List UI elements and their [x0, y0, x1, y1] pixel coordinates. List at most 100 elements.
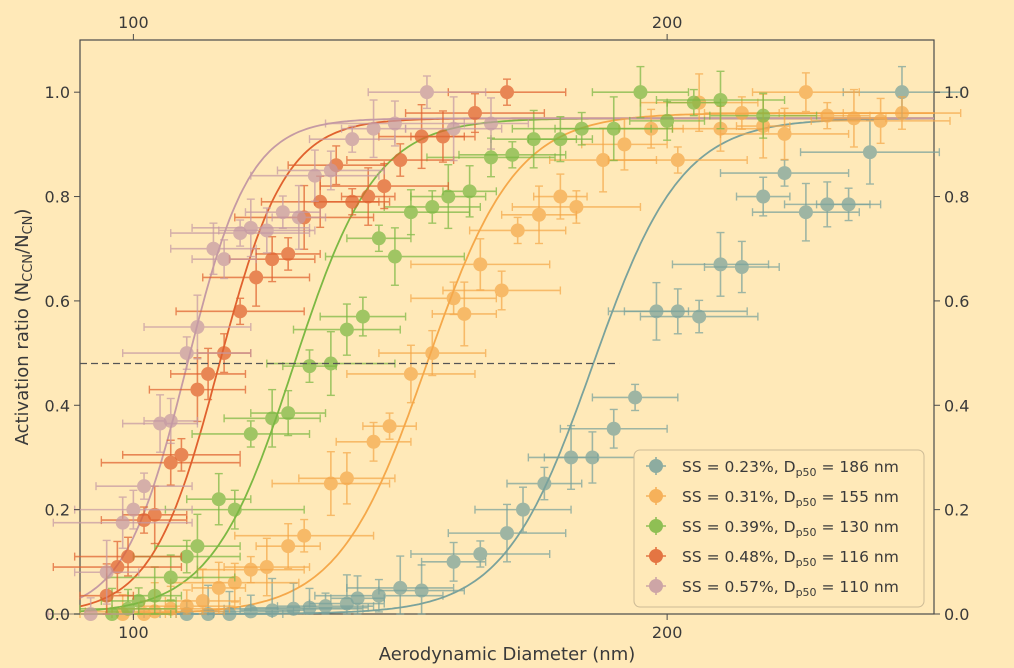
data-point [255, 237, 321, 271]
data-point [410, 238, 551, 291]
marker [201, 366, 216, 381]
marker [115, 515, 130, 530]
marker [355, 309, 370, 324]
data-point [410, 164, 487, 230]
data-point [362, 412, 417, 440]
data-point [404, 96, 503, 162]
marker [425, 346, 440, 361]
marker [147, 507, 162, 522]
data-point [223, 537, 311, 597]
marker [483, 116, 498, 131]
marker [249, 270, 264, 285]
data-point [191, 198, 311, 258]
y-tick-label-left: 0.6 [45, 292, 70, 311]
x-tick-label-bottom: 100 [118, 623, 149, 642]
y-axis-label: Activation ratio (NCCN/NCN) [12, 209, 36, 446]
data-point [148, 357, 247, 423]
marker [403, 205, 418, 220]
data-point [282, 349, 337, 384]
data-point [143, 397, 199, 445]
marker [297, 528, 312, 543]
marker [265, 411, 280, 426]
marker [366, 121, 381, 136]
data-point [52, 496, 193, 549]
marker [473, 546, 488, 561]
data-point [815, 187, 882, 222]
y-tick-label-left: 0.0 [45, 605, 70, 624]
marker [873, 113, 888, 128]
legend-marker [646, 487, 666, 505]
data-point [191, 561, 247, 615]
data-point [170, 219, 311, 247]
marker [494, 283, 509, 298]
marker [243, 562, 258, 577]
data-point [100, 587, 177, 615]
data-point [442, 165, 498, 218]
data-point [127, 566, 183, 615]
data-point [378, 329, 487, 377]
data-point [186, 472, 252, 526]
y-tick-label-right: 1.0 [944, 83, 969, 102]
marker [243, 220, 258, 235]
marker [425, 199, 440, 214]
marker [734, 259, 749, 274]
marker [345, 132, 360, 147]
marker [190, 539, 205, 554]
y-tick-label-right: 0.0 [944, 605, 969, 624]
marker [457, 306, 472, 321]
data-point [468, 216, 567, 245]
data-point [170, 222, 257, 275]
data-point [458, 141, 567, 169]
marker [660, 113, 675, 128]
legend: SS = 0.23%, Dp50 = 186 nm SS = 0.31%, Dp5… [633, 449, 925, 608]
marker [756, 189, 771, 204]
marker [446, 291, 461, 306]
data-point [346, 344, 476, 404]
marker [820, 108, 835, 123]
data-point [234, 518, 375, 553]
marker [233, 304, 248, 319]
marker [777, 126, 792, 141]
data-point [340, 167, 396, 226]
data-point [121, 437, 241, 472]
marker [537, 476, 552, 491]
marker [339, 471, 354, 486]
data-point [500, 185, 578, 245]
data-point [506, 466, 583, 501]
data-point [842, 96, 962, 130]
data-point [346, 224, 412, 253]
data-point [244, 195, 321, 230]
data-point [271, 451, 391, 517]
data-point [143, 294, 252, 360]
data-point [314, 188, 391, 216]
x-axis-label: Aerodynamic Diameter (nm) [379, 644, 636, 665]
marker [131, 593, 146, 608]
marker [553, 189, 568, 204]
marker [505, 147, 520, 162]
marker [259, 223, 274, 238]
legend-dot [649, 459, 663, 473]
legend-dot [649, 519, 663, 533]
data-point [95, 472, 193, 500]
y-tick-label-right: 0.6 [944, 292, 969, 311]
marker [126, 502, 141, 517]
marker [387, 116, 402, 131]
marker [633, 85, 648, 100]
data-point [810, 97, 951, 145]
marker [473, 257, 488, 272]
marker [894, 106, 909, 121]
data-point [191, 420, 311, 448]
marker [137, 479, 152, 494]
marker [377, 179, 392, 194]
data-point [73, 539, 140, 605]
marker [179, 599, 194, 614]
marker [371, 231, 386, 246]
data-point [276, 150, 385, 191]
data-point [335, 421, 412, 462]
legend-label: SS = 0.31%, Dp50 = 155 nm [682, 488, 899, 509]
data-point [629, 100, 706, 141]
marker [259, 560, 274, 575]
legend-label: SS = 0.39%, Dp50 = 130 nm [682, 518, 899, 539]
marker [403, 366, 418, 381]
data-point [420, 541, 487, 582]
